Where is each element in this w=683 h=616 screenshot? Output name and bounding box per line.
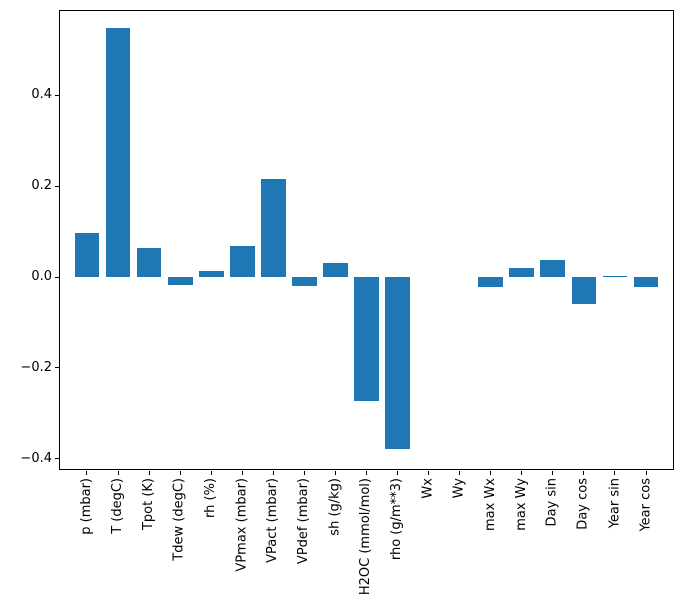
x-tick-label-sh-g-kg: sh (g/kg) [327, 478, 343, 536]
x-tick-label-vpmax-mbar: VPmax (mbar) [234, 478, 250, 572]
x-tick-mark [303, 471, 305, 475]
bar-vpmax-mbar [229, 246, 255, 277]
x-tick-mark [552, 471, 554, 475]
x-tick-mark [428, 471, 430, 475]
x-tick-mark [334, 471, 336, 475]
y-tick-label: 0.2 [31, 178, 52, 194]
x-tick-label-vpact-mbar: VPact (mbar) [265, 478, 281, 563]
bar-h2oc-mmol-mol [354, 277, 379, 402]
bar-sh-g-kg [323, 262, 348, 277]
x-tick-label-rho-g-m-3: rho (g/m**3) [389, 478, 405, 561]
x-tick-label-wy: Wy [451, 478, 467, 499]
x-tick-label-day-cos: Day cos [575, 478, 591, 530]
x-tick-mark [272, 471, 274, 475]
x-tick-mark [645, 471, 647, 475]
x-tick-label-tdew-degc: Tdew (degC) [172, 478, 188, 561]
x-tick-label-year-cos: Year cos [638, 478, 654, 532]
y-tick-label: 0.0 [31, 269, 52, 284]
y-tick-label: 0.4 [31, 87, 52, 103]
x-tick-label-wx: Wx [420, 478, 436, 499]
x-tick-mark [397, 471, 399, 475]
y-tick-label: −0.2 [20, 359, 52, 375]
x-tick-label-tpot-k: Tpot (K) [141, 478, 157, 531]
bar-vpdef-mbar [291, 277, 317, 286]
x-tick-label-h2oc-mmol-mol: H2OC (mmol/mol) [358, 478, 374, 596]
bar-rho-g-m-3 [385, 277, 410, 449]
bar-year-sin [602, 276, 628, 277]
bar-max-wy [509, 268, 535, 277]
x-tick-mark [459, 471, 461, 475]
x-tick-label-p-mbar: p (mbar) [78, 478, 94, 535]
x-tick-mark [210, 471, 212, 475]
bar-p-mbar [74, 232, 100, 277]
x-tick-label-year-sin: Year sin [606, 478, 622, 529]
x-tick-label-vpdef-mbar: VPdef (mbar) [296, 478, 312, 565]
bar-t-degc [105, 28, 131, 277]
x-tick-label-max-wy: max Wy [513, 478, 529, 531]
x-tick-mark [241, 471, 243, 475]
bar-day-cos [571, 277, 597, 305]
x-tick-label-rh: rh (%) [203, 478, 219, 518]
bar-vpact-mbar [260, 179, 286, 277]
bar-tdew-degc [167, 277, 193, 286]
x-tick-mark [521, 471, 523, 475]
x-tick-mark [366, 471, 367, 475]
bar-year-cos [633, 277, 659, 287]
x-tick-label-t-degc: T (degC) [110, 478, 126, 534]
y-tick-mark [55, 458, 59, 460]
y-tick-mark [55, 185, 59, 187]
y-tick-label: −0.4 [20, 450, 52, 466]
x-tick-mark [614, 471, 616, 475]
x-tick-mark [117, 471, 119, 475]
x-tick-label-day-sin: Day sin [544, 478, 560, 527]
y-tick-mark [55, 367, 59, 369]
y-tick-mark [55, 276, 59, 278]
bar-max-wx [478, 277, 504, 287]
x-tick-mark [86, 471, 88, 475]
y-tick-mark [55, 94, 59, 96]
bar-tpot-k [136, 248, 162, 277]
x-tick-mark [490, 471, 492, 475]
x-tick-mark [583, 471, 585, 475]
bar-rh [198, 271, 224, 277]
x-tick-label-max-wx: max Wx [482, 478, 498, 532]
x-tick-mark [179, 471, 181, 475]
bar-day-sin [540, 260, 566, 277]
x-tick-mark [148, 471, 150, 475]
